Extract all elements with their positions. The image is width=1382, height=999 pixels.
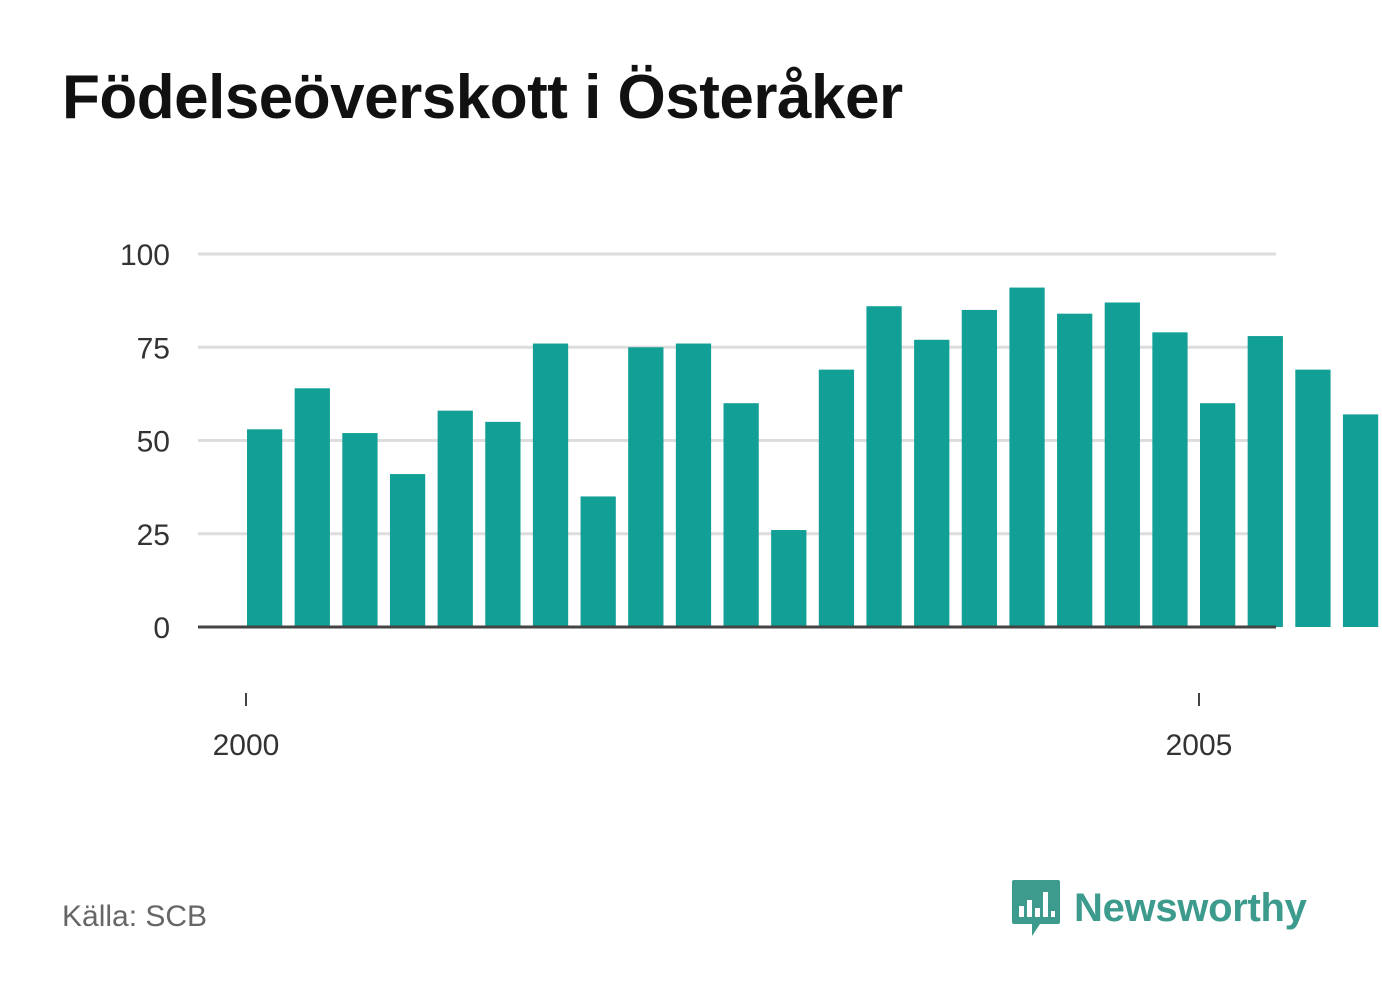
bar [771,530,807,627]
bar [1342,414,1379,627]
x-tick-label: 2000 [213,729,280,762]
bar [1009,287,1045,627]
bar [1247,336,1283,627]
bar [1152,332,1188,627]
bar [342,433,378,627]
bar [294,388,330,627]
bar [818,369,855,627]
bar [914,339,950,627]
bar [961,309,998,627]
bar [675,343,712,627]
brand-logo: Newsworthy [1010,878,1307,938]
y-tick-label: 0 [153,612,170,645]
bar [723,403,759,627]
bar [532,343,569,627]
newsworthy-logo-icon [1012,880,1060,936]
bar [1104,302,1140,627]
bar [485,421,521,627]
y-tick-label: 25 [137,519,170,552]
bar [247,429,283,627]
x-tick-label: 2005 [1166,729,1233,762]
y-axis-labels: 0 25 50 75 100 [120,239,170,645]
bar [580,496,616,627]
brand-name: Newsworthy [1074,885,1307,930]
x-axis: 200020052010201520202025 [213,693,1233,762]
chart-title: Födelseöverskott i Österåker [62,63,903,132]
y-tick-label: 50 [137,426,170,459]
bar [1200,403,1236,627]
bar [628,347,664,627]
bar [437,410,473,627]
y-tick-label: 75 [137,332,170,365]
bar [1057,313,1093,627]
bar [389,474,426,627]
bar [1295,369,1331,627]
bars [247,287,1379,627]
source-note: Källa: SCB [62,900,208,933]
y-tick-label: 100 [120,239,170,272]
bar [866,306,902,627]
